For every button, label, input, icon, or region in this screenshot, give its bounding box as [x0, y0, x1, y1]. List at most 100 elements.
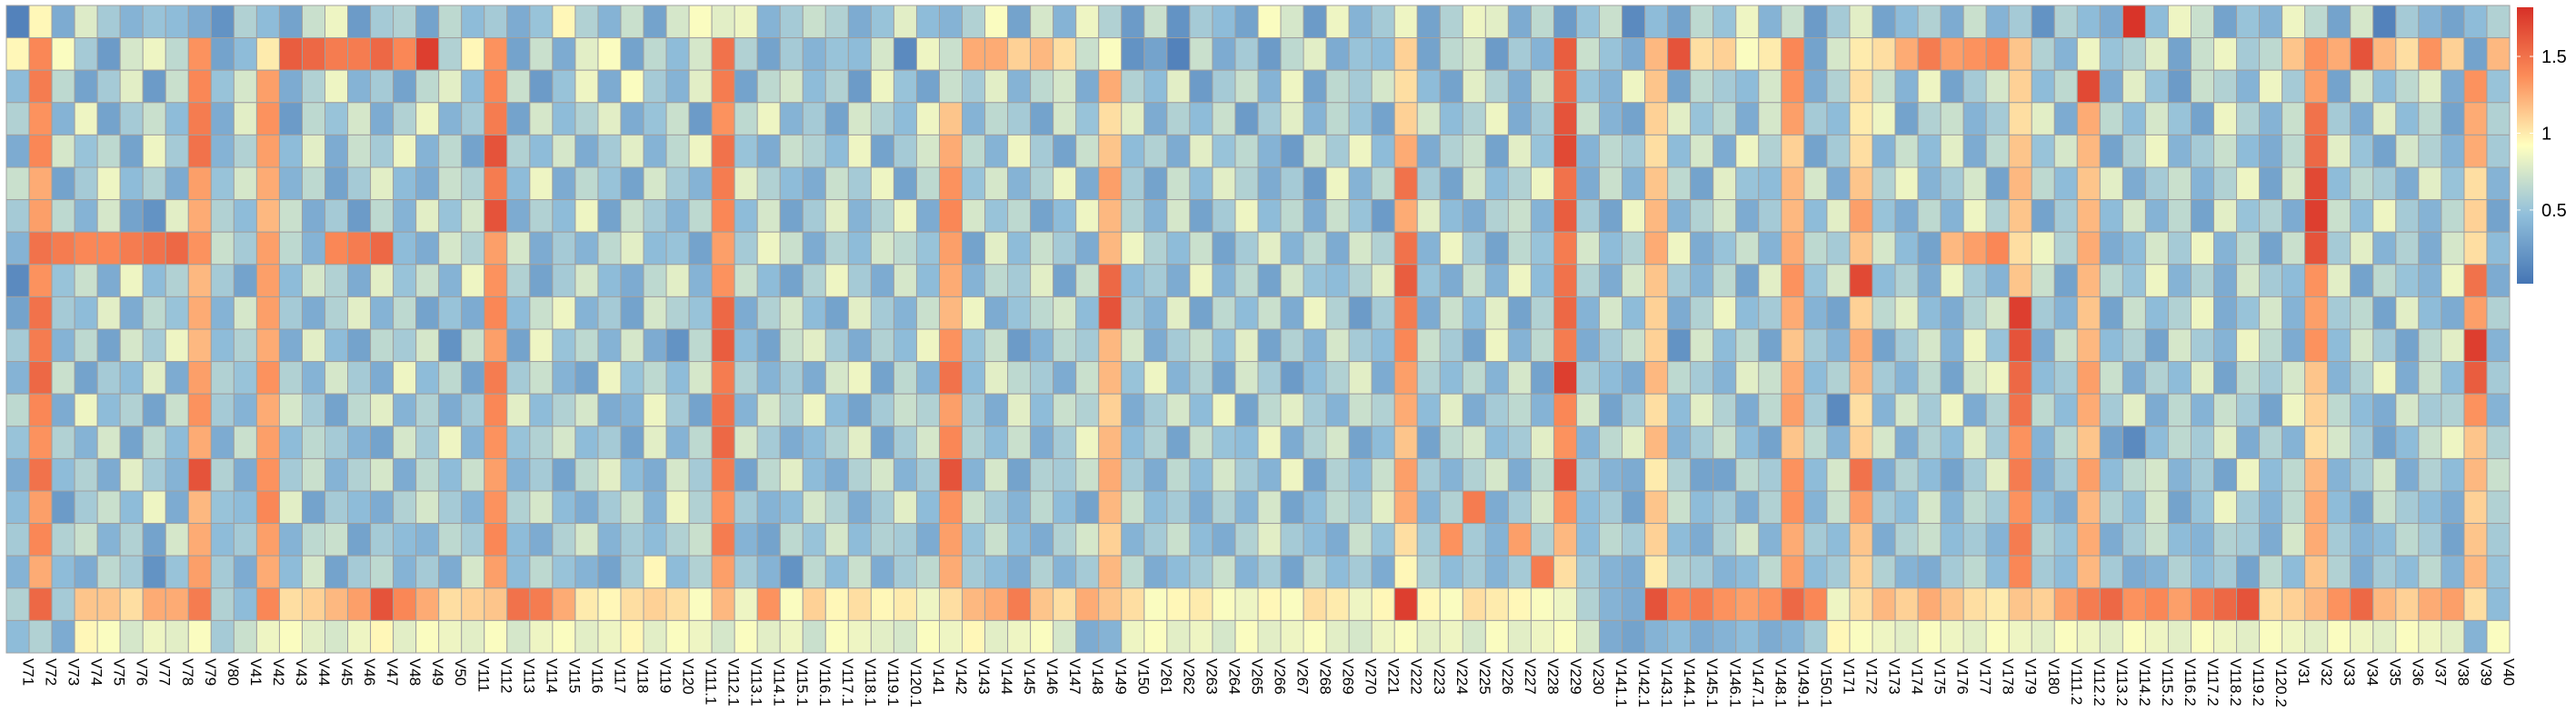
heatmap-cell	[1348, 69, 1373, 104]
heatmap-cell	[984, 587, 1009, 621]
heatmap-cell	[119, 457, 144, 492]
heatmap-cell	[984, 5, 1009, 39]
heatmap-cell	[1576, 264, 1601, 297]
heatmap-cell	[779, 426, 804, 459]
heatmap-cell	[1416, 37, 1441, 71]
heatmap-cell	[2327, 166, 2351, 201]
column-label: V118.1	[862, 658, 879, 707]
heatmap-cell	[461, 555, 485, 589]
heatmap-cell	[1758, 490, 1782, 525]
heatmap-cell	[688, 296, 713, 330]
heatmap-cell	[1484, 328, 1509, 363]
heatmap-cell	[2395, 37, 2420, 71]
heatmap-cell	[552, 264, 576, 297]
heatmap-cell	[1257, 393, 1282, 427]
heatmap-cell	[1712, 134, 1737, 168]
column-label: V141	[930, 658, 947, 695]
heatmap-cell	[2259, 587, 2283, 621]
heatmap-cell	[484, 37, 508, 71]
heatmap-cell	[1803, 264, 1828, 297]
heatmap-cell	[461, 587, 485, 621]
heatmap-cell	[1940, 134, 1964, 168]
heatmap-cell	[1872, 199, 1896, 233]
heatmap-cell	[620, 426, 644, 459]
heatmap-cell	[665, 69, 690, 104]
heatmap-cell	[1599, 328, 1623, 363]
heatmap-cell	[1962, 457, 1987, 492]
heatmap-cell	[1007, 199, 1032, 233]
heatmap-cell	[1439, 166, 1463, 201]
heatmap-cell	[1166, 37, 1191, 71]
heatmap-cell	[1803, 361, 1828, 395]
heatmap-cell	[2463, 426, 2488, 459]
heatmap-cell	[847, 134, 872, 168]
heatmap-cell	[915, 619, 940, 654]
heatmap-cell	[1484, 102, 1509, 135]
heatmap-cell	[1053, 555, 1077, 589]
heatmap-cell	[711, 328, 735, 363]
heatmap-cell	[2236, 296, 2261, 330]
heatmap-cell	[529, 199, 554, 233]
heatmap-cell	[2122, 37, 2146, 71]
heatmap-cell	[938, 102, 964, 135]
heatmap-cell	[2031, 199, 2055, 233]
column-label: V36	[2409, 658, 2426, 686]
heatmap-cell	[187, 37, 212, 71]
heatmap-cell	[2372, 457, 2397, 492]
heatmap-cell	[438, 166, 463, 201]
heatmap-cell	[711, 5, 735, 39]
heatmap-cell	[1030, 199, 1054, 233]
heatmap-cell	[1348, 199, 1373, 233]
heatmap-cell	[1507, 5, 1532, 39]
heatmap-cell	[1553, 264, 1578, 297]
column-label: V224	[1453, 658, 1471, 695]
heatmap-cell	[438, 393, 463, 427]
heatmap-cell	[1962, 199, 1987, 233]
heatmap-cell	[1075, 134, 1100, 168]
heatmap-cell	[165, 619, 189, 654]
heatmap-cell	[461, 69, 485, 104]
heatmap-cell	[711, 199, 735, 233]
heatmap-cell	[1030, 264, 1054, 297]
heatmap-cell	[1348, 102, 1373, 135]
heatmap-cell	[2486, 264, 2511, 297]
heatmap-cell	[1894, 37, 1919, 71]
heatmap-cell	[1075, 490, 1100, 525]
heatmap-cell	[643, 393, 667, 427]
heatmap-cell	[2304, 37, 2329, 71]
heatmap-cell	[2099, 587, 2123, 621]
column-label: V147	[1066, 658, 1083, 695]
heatmap-cell	[1894, 619, 1919, 654]
heatmap-cell	[1644, 296, 1669, 330]
heatmap-cell	[1781, 328, 1805, 363]
heatmap-cell	[734, 328, 758, 363]
column-label: V120	[680, 658, 697, 695]
color-legend: 0.511.5	[2517, 7, 2567, 284]
heatmap-cell	[2190, 361, 2215, 395]
heatmap-cell	[142, 5, 166, 39]
heatmap-cell	[484, 457, 508, 492]
heatmap-cell	[711, 490, 735, 525]
heatmap-cell	[1826, 490, 1851, 525]
heatmap-cell	[506, 69, 531, 104]
heatmap-cell	[734, 231, 758, 266]
heatmap-cell	[301, 37, 326, 71]
heatmap-cell	[620, 69, 644, 104]
heatmap-cell	[1712, 328, 1737, 363]
heatmap-cell	[915, 555, 940, 589]
heatmap-cell	[984, 296, 1009, 330]
heatmap-cell	[1325, 426, 1350, 459]
heatmap-cell	[870, 328, 894, 363]
heatmap-cell	[1098, 393, 1123, 427]
heatmap-cell	[2031, 523, 2055, 557]
heatmap-cell	[1075, 37, 1100, 71]
heatmap-cell	[1303, 264, 1327, 297]
heatmap-cell	[2099, 555, 2123, 589]
heatmap-cell	[1030, 5, 1054, 39]
heatmap-cell	[2304, 231, 2329, 266]
heatmap-cell	[461, 457, 485, 492]
heatmap-cell	[1325, 199, 1350, 233]
heatmap-cell	[2099, 134, 2123, 168]
heatmap-cell	[2281, 199, 2306, 233]
heatmap-cell	[301, 296, 326, 330]
